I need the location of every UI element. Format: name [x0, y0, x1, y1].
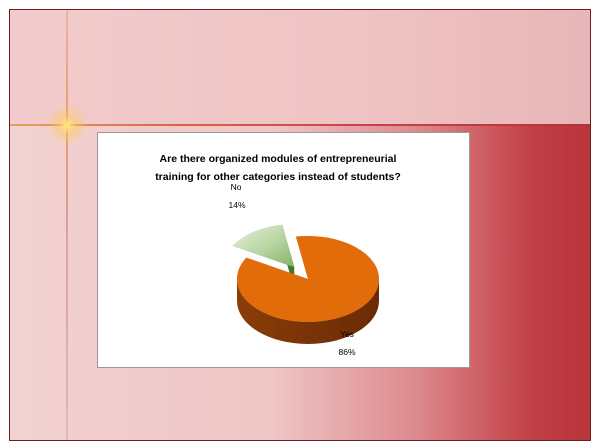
- horizontal-accent-line: [10, 124, 590, 126]
- slice-label-yes: Yes: [340, 329, 354, 339]
- slice-percent-yes: 86%: [338, 347, 355, 357]
- vertical-accent-line: [66, 10, 68, 440]
- slice-percent-no: 14%: [228, 200, 245, 210]
- pie-slice-yes-side: [237, 279, 379, 344]
- chart-title-line-1: Are there organized modules of entrepren…: [160, 153, 397, 165]
- pie-slice-yes: [236, 235, 380, 323]
- pie-slice-no: [232, 224, 295, 268]
- slice-label-no: No: [231, 182, 242, 192]
- slide-header-band: [10, 10, 590, 124]
- chart-title-line-2: training for other categories instead of…: [155, 171, 401, 183]
- accent-glow: [46, 104, 88, 146]
- chart-area: Are there organized modules of entrepren…: [97, 132, 470, 368]
- pie-slices: [232, 224, 380, 344]
- pie-chart: Are there organized modules of entrepren…: [155, 153, 401, 357]
